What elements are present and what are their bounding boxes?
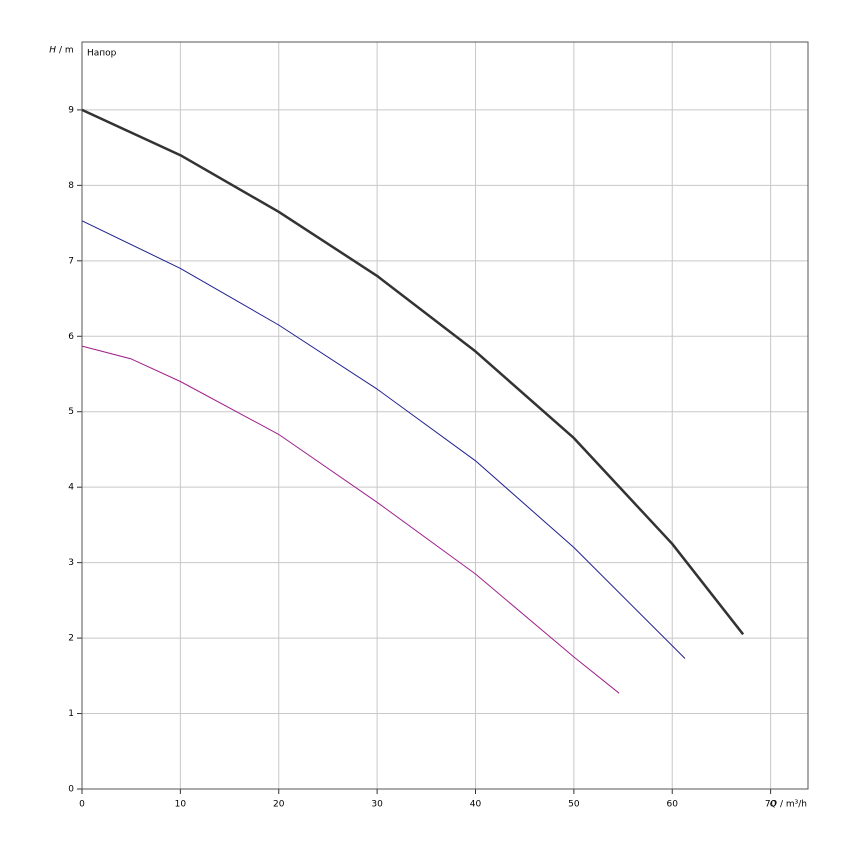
x-tick-label: 70 [765,800,777,810]
y-tick-label: 0 [68,785,74,795]
curve [81,345,620,694]
x-tick-label: 10 [175,800,187,810]
y-tick-label: 5 [68,407,74,417]
x-tick-label: 60 [667,800,679,810]
chart-title: Напор [87,49,117,59]
y-tick-label: 2 [68,634,74,644]
curve [81,220,686,659]
x-label-symbol: Q [770,800,777,810]
y-tick-label: 9 [68,105,74,115]
y-label-symbol: H [49,46,56,56]
x-tick-label: 50 [568,800,580,810]
y-tick-label: 6 [68,332,74,342]
plot-frame [81,41,809,790]
y-tick-label: 8 [68,181,74,191]
y-label-unit: / m [59,46,74,56]
curve [81,108,745,636]
plot-area [81,41,809,790]
x-tick-label: 20 [273,800,285,810]
x-tick-label: 0 [79,800,85,810]
y-tick-label: 3 [68,558,74,568]
x-tick-label: 40 [470,800,482,810]
x-tick-label: 30 [371,800,383,810]
y-tick-label: 4 [68,483,74,493]
y-tick-label: 7 [68,256,74,266]
y-tick-label: 1 [68,709,74,719]
x-label-unit: / m³/h [780,800,807,810]
